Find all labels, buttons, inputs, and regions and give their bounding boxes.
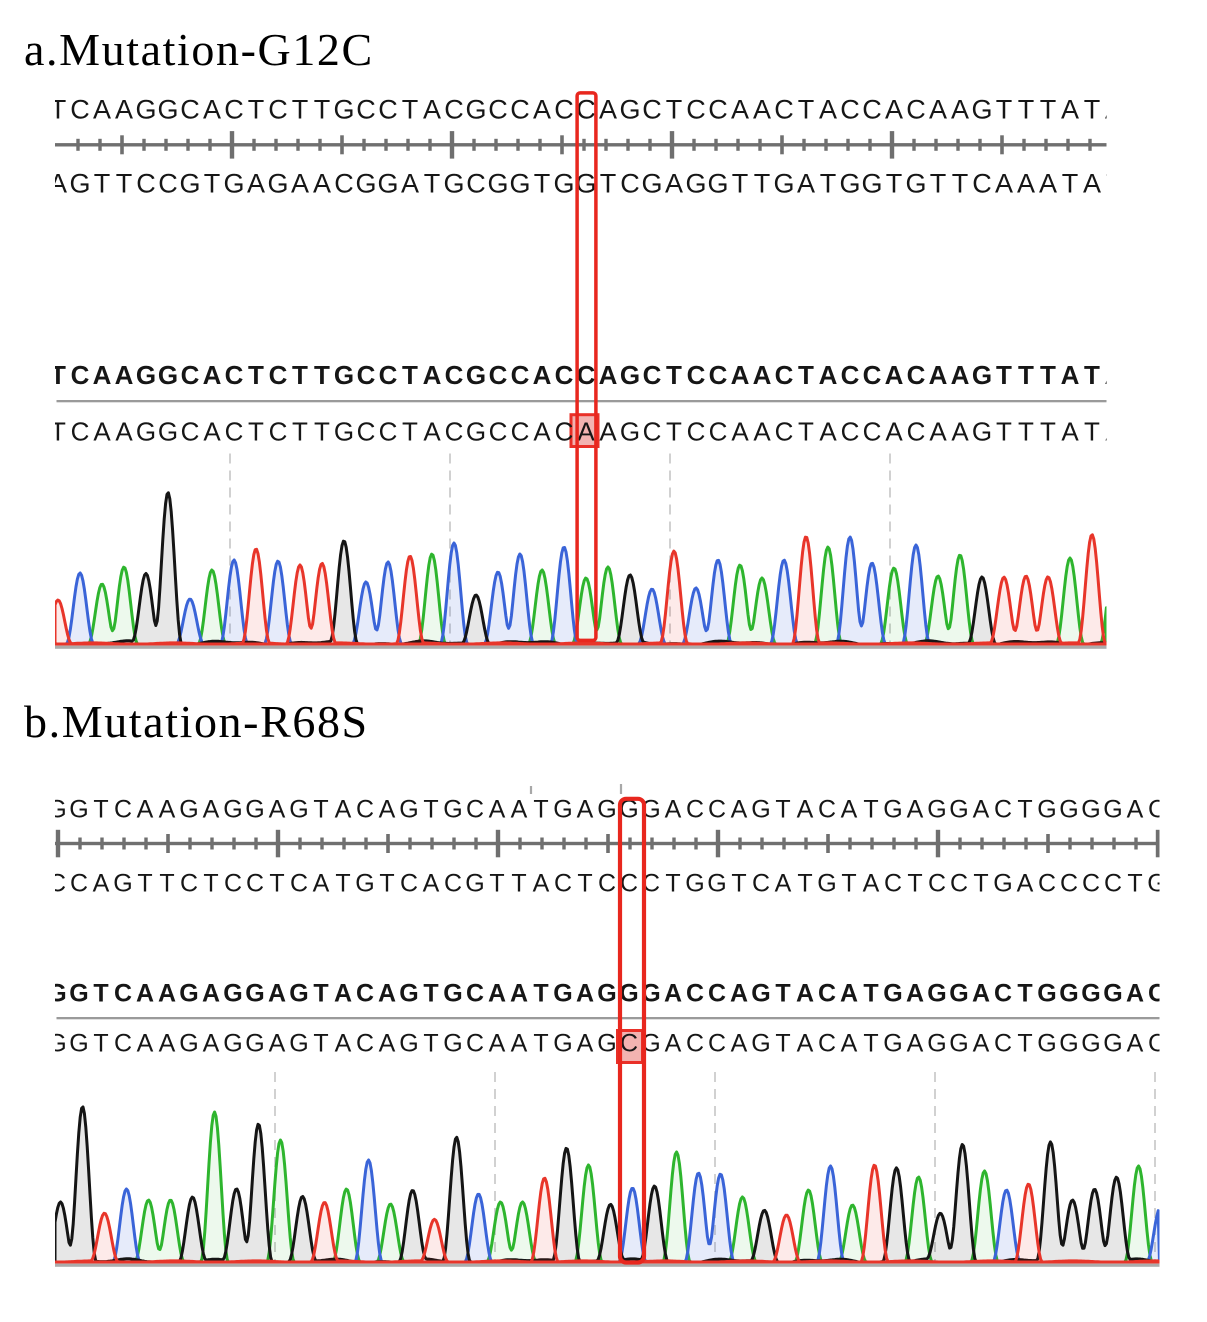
svg-text:GGTCAAGAGGAGTACAGTGCAATGAGGGAC: GGTCAAGAGGAGTACAGTGCAATGAGGGACCAGTACATGA… <box>47 796 1166 824</box>
svg-text:b.Mutation-R68S: b.Mutation-R68S <box>24 696 369 747</box>
svg-text:AGTTCCGTGAGAACGGATGCGGTGGTCGAG: AGTTCCGTGAGAACGGATGCGGTGGTCGAGGTTGATGGTG… <box>49 168 1122 198</box>
svg-text:GGTCAAGAGGAGTACAGTGCAATGAGCGAC: GGTCAAGAGGAGTACAGTGCAATGAGCGACCAGTACATGA… <box>47 1030 1166 1058</box>
svg-text:TCAAGGCACTCTTGCCTACGCCACCAGCTC: TCAAGGCACTCTTGCCTACGCCACCAGCTCCAACTACCAC… <box>50 95 1123 125</box>
svg-text:TCAAGGCACTCTTGCCTACGCCACAAGCTC: TCAAGGCACTCTTGCCTACGCCACAAGCTCCAACTACCAC… <box>50 417 1123 447</box>
svg-text:GGTCAAGAGGAGTACAGTGCAATGAGGGAC: GGTCAAGAGGAGTACAGTGCAATGAGGGACCAGTACATGA… <box>47 980 1166 1008</box>
svg-text:a.Mutation-G12C: a.Mutation-G12C <box>24 24 374 75</box>
svg-text:CCAGTTCTCCTCATGTCACGTTACTCCCTG: CCAGTTCTCCTCATGTCACGTTACTCCCTGGTCATGTACT… <box>48 870 1167 898</box>
svg-text:TCAAGGCACTCTTGCCTACGCCACCAGCTC: TCAAGGCACTCTTGCCTACGCCACCAGCTCCAACTACCAC… <box>50 360 1124 390</box>
